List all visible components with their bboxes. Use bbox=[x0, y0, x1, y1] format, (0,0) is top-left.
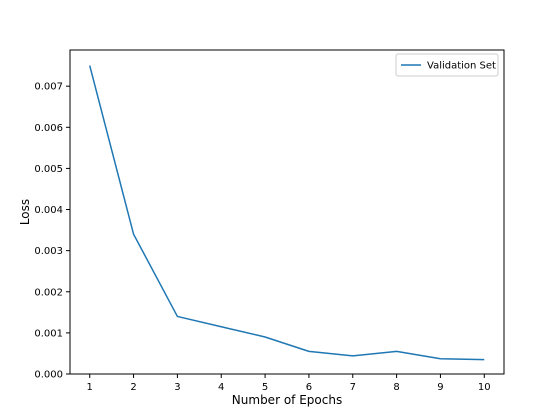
x-tick-label: 8 bbox=[393, 382, 399, 393]
y-tick-label: 0.001 bbox=[34, 328, 63, 339]
data-point bbox=[220, 326, 222, 328]
data-point bbox=[133, 233, 135, 235]
x-tick-label: 2 bbox=[130, 382, 136, 393]
data-point bbox=[89, 65, 91, 67]
y-tick-label: 0.003 bbox=[34, 246, 63, 257]
y-tick-label: 0.005 bbox=[34, 164, 63, 175]
x-tick-label: 6 bbox=[306, 382, 312, 393]
x-tick-label: 5 bbox=[262, 382, 268, 393]
legend-box bbox=[395, 53, 499, 77]
x-tick-label: 9 bbox=[437, 382, 443, 393]
legend-label-validation-set: Validation Set bbox=[427, 61, 496, 72]
series-line-validation-set bbox=[89, 65, 485, 361]
x-tick-label: 4 bbox=[218, 382, 224, 393]
data-point bbox=[483, 359, 485, 361]
plot-area-frame bbox=[69, 49, 505, 375]
series-layer bbox=[89, 65, 485, 361]
y-tick-label: 0.006 bbox=[34, 123, 63, 134]
y-tick-label: 0.002 bbox=[34, 287, 63, 298]
y-tick-label: 0.000 bbox=[34, 370, 63, 381]
x-tick-label: 1 bbox=[87, 382, 93, 393]
data-point bbox=[396, 351, 398, 353]
y-tick-label: 0.007 bbox=[34, 82, 63, 93]
x-tick-label: 7 bbox=[350, 382, 356, 393]
data-point bbox=[177, 316, 179, 318]
data-point bbox=[308, 351, 310, 353]
x-axis-label: Number of Epochs bbox=[232, 393, 342, 407]
data-point bbox=[440, 358, 442, 360]
legend: Validation Set bbox=[395, 53, 499, 77]
x-tick-label: 10 bbox=[478, 382, 491, 393]
data-point bbox=[352, 355, 354, 357]
y-axis-ticks: 0.000 0.001 0.002 0.003 0.004 0.005 0.006 0.007 bbox=[34, 82, 70, 381]
y-axis-label: Loss bbox=[18, 199, 32, 225]
x-tick-label: 3 bbox=[174, 382, 180, 393]
x-axis-ticks: 1 2 3 4 5 6 7 8 9 10 bbox=[87, 374, 491, 393]
data-point bbox=[264, 336, 266, 338]
y-tick-label: 0.004 bbox=[34, 205, 63, 216]
